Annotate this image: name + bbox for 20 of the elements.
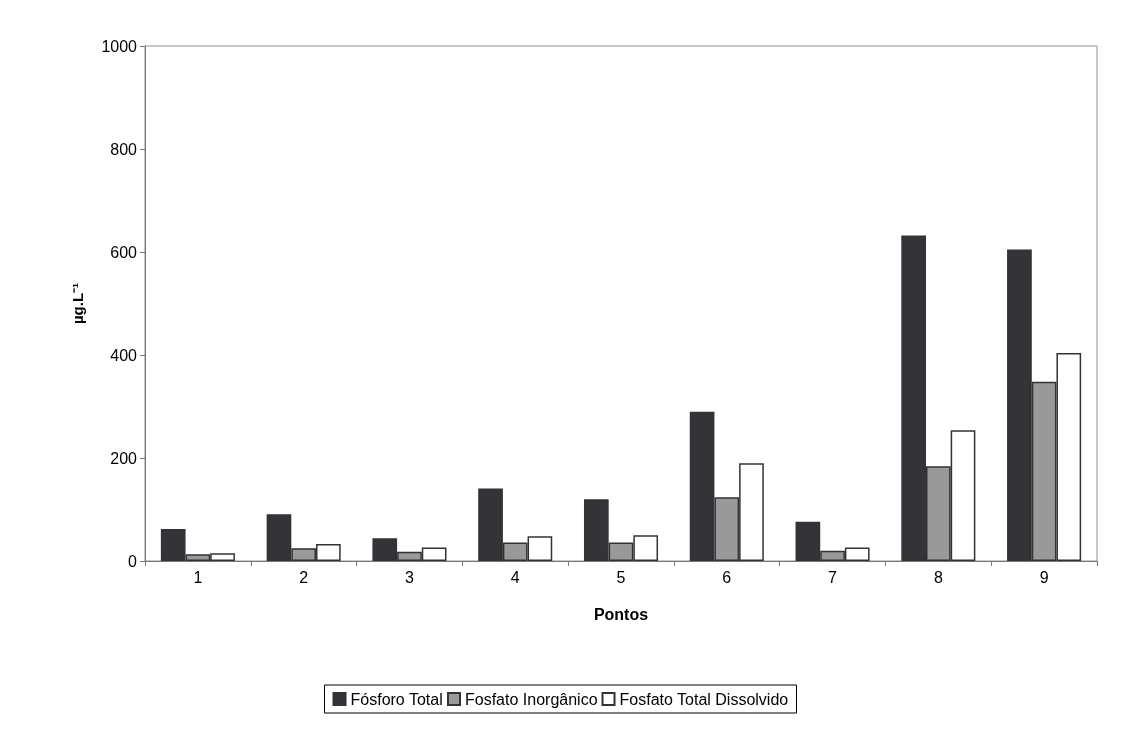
x-tick-label: 7 [828, 568, 838, 586]
legend-label: Fosfato Total Dissolvido [619, 690, 789, 708]
x-tick-label: 8 [933, 568, 943, 586]
x-tick-label: 9 [1039, 568, 1049, 586]
x-tick-label: 3 [404, 568, 414, 586]
x-tick-label: 6 [722, 568, 732, 586]
y-axis-title: µg.L⁻¹ [69, 282, 86, 325]
legend-label: Fosfato Inorgânico [465, 690, 598, 708]
y-tick-label: 600 [110, 243, 138, 261]
x-tick-label: 1 [193, 568, 203, 586]
x-tick-label: 5 [616, 568, 626, 586]
y-tick-label: 1000 [101, 37, 138, 55]
x-axis-title: Pontos [593, 605, 649, 623]
x-tick-label: 4 [510, 568, 520, 586]
y-tick-label: 400 [110, 346, 138, 364]
y-tick-label: 0 [128, 552, 138, 570]
y-tick-label: 200 [110, 449, 138, 467]
x-tick-label: 2 [299, 568, 309, 586]
legend-label: Fósforo Total [350, 690, 443, 708]
y-tick-label: 800 [110, 140, 138, 158]
